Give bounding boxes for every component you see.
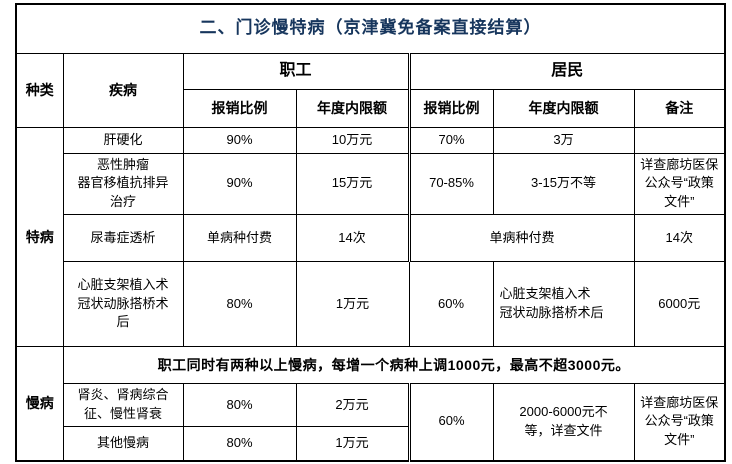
- row-other-chronic: 其他慢病 80% 1万元: [16, 426, 725, 462]
- header-note: 备注: [633, 88, 726, 128]
- header-resident-limit: 年度内限额: [492, 88, 635, 128]
- resident-ratio-cell: 60%: [408, 261, 494, 348]
- disease-cell: 恶性肿瘤 器官移植抗排异 治疗: [62, 152, 184, 216]
- row-tumor-transplant: 恶性肿瘤 器官移植抗排异 治疗 90% 15万元 70-85% 3-15万不等 …: [16, 152, 726, 216]
- employee-ratio-cell: 80%: [182, 426, 297, 462]
- category-chronic-cell: 慢病: [15, 346, 64, 462]
- note-cell: [633, 126, 726, 154]
- note-cell: 6000元: [633, 261, 726, 348]
- category-special-cell: 特病: [15, 126, 64, 348]
- disease-cell: 肝硬化: [62, 126, 184, 154]
- header-disease: 疾病: [62, 52, 184, 128]
- note-shared-cell: 详查廊坊医保 公众号“政策 文件”: [633, 383, 726, 462]
- outpatient-chronic-special-disease-table: 二、门诊慢特病（京津冀免备案直接结算） 种类 疾病 职工 居民 报销比例 年度内…: [15, 3, 726, 462]
- header-group-resident: 居民: [407, 52, 726, 90]
- header-employee-ratio: 报销比例: [182, 88, 297, 128]
- resident-limit-shared-cell: 2000-6000元不 等，详查文件: [492, 383, 635, 462]
- header-category: 种类: [15, 52, 64, 128]
- row-cirrhosis: 特病 肝硬化 90% 10万元 70% 3万: [15, 126, 726, 348]
- resident-limit-cell: 3-15万不等: [492, 152, 635, 216]
- resident-ratio-cell: 70%: [407, 126, 494, 154]
- employee-ratio-cell: 单病种付费: [182, 214, 297, 263]
- resident-limit-cell: 3万: [492, 126, 635, 154]
- row-uremia-dialysis: 尿毒症透析 单病种付费 14次 单病种付费 14次: [16, 214, 726, 263]
- row-nephritis: 肾炎、肾病综合 征、慢性肾衰 80% 2万元 60% 2000-6000元不 等…: [16, 383, 726, 462]
- chronic-banner-cell: 职工同时有两种以上慢病，每增一个病种上调1000元，最高不超3000元。: [62, 346, 726, 385]
- employee-ratio-cell: 90%: [182, 126, 297, 154]
- employee-ratio-cell: 80%: [182, 383, 297, 428]
- employee-limit-cell: 15万元: [295, 152, 410, 216]
- header-row-groups: 种类 疾病 职工 居民: [15, 52, 726, 128]
- note-cell: 详查廊坊医保 公众号“政策 文件”: [633, 152, 726, 216]
- row-chronic-banner: 慢病 职工同时有两种以上慢病，每增一个病种上调1000元，最高不超3000元。: [15, 346, 726, 462]
- resident-limit-cell: 心脏支架植入术 冠状动脉搭桥术后: [492, 261, 635, 348]
- disease-cell: 心脏支架植入术 冠状动脉搭桥术 后: [62, 261, 184, 348]
- note-cell: 14次: [633, 214, 726, 263]
- employee-limit-cell: 10万元: [295, 126, 410, 154]
- disease-cell: 肾炎、肾病综合 征、慢性肾衰: [62, 383, 184, 428]
- table-title: 二、门诊慢特病（京津冀免备案直接结算）: [15, 3, 726, 54]
- employee-limit-cell: 14次: [295, 214, 410, 263]
- employee-limit-cell: 1万元: [295, 426, 410, 462]
- header-resident-ratio: 报销比例: [407, 88, 494, 128]
- row-heart-stent: 心脏支架植入术 冠状动脉搭桥术 后 80% 1万元 60% 心脏支架植入术 冠状…: [16, 261, 726, 348]
- header-group-employee: 职工: [182, 52, 410, 90]
- resident-ratio-cell: 70-85%: [407, 152, 494, 216]
- disease-cell: 其他慢病: [62, 426, 184, 462]
- header-row-columns: 报销比例 年度内限额 报销比例 年度内限额 备注: [16, 88, 726, 128]
- title-row: 二、门诊慢特病（京津冀免备案直接结算）: [15, 3, 726, 54]
- employee-limit-cell: 2万元: [295, 383, 410, 428]
- disease-cell: 尿毒症透析: [62, 214, 184, 263]
- employee-ratio-cell: 80%: [182, 261, 297, 348]
- resident-merged-cell: 单病种付费: [407, 214, 635, 263]
- resident-ratio-shared-cell: 60%: [407, 383, 494, 462]
- employee-limit-cell: 1万元: [295, 261, 410, 348]
- header-employee-limit: 年度内限额: [295, 88, 410, 128]
- employee-ratio-cell: 90%: [182, 152, 297, 216]
